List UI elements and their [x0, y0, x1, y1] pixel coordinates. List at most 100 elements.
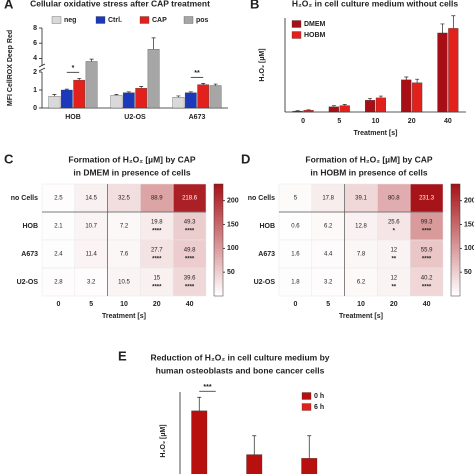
colorbar-step [214, 192, 223, 196]
colorbar-step [451, 200, 460, 204]
cell-value: 88.9 [151, 196, 163, 202]
legend-label: HOBM [304, 32, 326, 39]
colorbar-step [451, 226, 460, 230]
colorbar-tick-label: 200 [464, 198, 474, 205]
heatmap-cell [409, 239, 444, 269]
colorbar-step [214, 223, 223, 227]
cell-value: 80.8 [388, 196, 400, 202]
panel-letter: B [250, 0, 259, 11]
colorbar-step [214, 259, 223, 263]
error-bar [151, 37, 156, 50]
heatmap-cell [107, 183, 141, 213]
cell-value: 27.7 [151, 248, 163, 254]
chart-title: in DMEM in presence of cells [73, 167, 190, 177]
heatmap-cell [140, 211, 174, 241]
colorbar-step [214, 268, 223, 272]
error-bar [197, 396, 202, 411]
bar [147, 49, 160, 109]
bar [292, 110, 303, 113]
bar [301, 458, 318, 474]
cell-value: 10.7 [85, 224, 97, 230]
colorbar-step [451, 214, 460, 218]
colorbar-step [214, 254, 223, 258]
cell-value: 6.2 [324, 224, 333, 230]
error-bar [139, 86, 144, 89]
cell-value: 10.5 [118, 280, 130, 286]
cell-value: 2.8 [54, 280, 63, 286]
heatmap-cell [377, 183, 411, 213]
colorbar-step [214, 209, 223, 213]
colorbar-step [214, 293, 223, 297]
heatmap-cell [377, 211, 411, 241]
colorbar-step [451, 284, 460, 288]
cell-value: 11.4 [86, 252, 98, 258]
bar [448, 28, 459, 113]
colorbar-step [451, 254, 460, 258]
colorbar-step [214, 284, 223, 288]
significance-label: **** [185, 285, 195, 291]
x-tick-label: 40 [186, 301, 194, 308]
heatmap-cell [140, 183, 174, 213]
colorbar-step [451, 212, 460, 216]
colorbar-step [214, 228, 223, 232]
colorbar-tick-label: 50 [227, 269, 235, 276]
cell-value: 25.6 [388, 220, 400, 226]
significance-label: ** [194, 70, 200, 77]
legend-swatch [291, 31, 302, 39]
x-tick-label: 40 [444, 118, 452, 125]
y-tick-label: HOB [259, 223, 275, 230]
cell-value: 1.8 [291, 280, 300, 286]
error-bar [89, 58, 94, 62]
x-tick-label: 5 [337, 118, 341, 125]
legend-label: 6 h [314, 404, 324, 411]
error-bar [415, 78, 420, 83]
colorbar-step [451, 186, 460, 190]
colorbar-step [451, 245, 460, 249]
heatmap-cell [278, 183, 313, 213]
y-axis-label: H₂O₂ [µM] [259, 48, 266, 81]
colorbar-step [451, 265, 460, 269]
cell-value: 2.1 [54, 224, 63, 230]
colorbar-step [451, 276, 460, 280]
cell-value: 3.2 [324, 280, 333, 286]
colorbar-step [451, 220, 460, 224]
significance-label: **** [185, 257, 195, 263]
colorbar-step [214, 270, 223, 274]
error-bar [451, 15, 456, 29]
colorbar-step [451, 262, 460, 266]
significance-label: *** [203, 384, 211, 391]
cell-value: 0.6 [291, 224, 300, 230]
heatmap-cell [172, 211, 207, 241]
heatmap-cell [107, 239, 141, 269]
colorbar-step [451, 279, 460, 283]
cell-value: 49.8 [184, 248, 196, 254]
colorbar-step [214, 195, 223, 199]
colorbar-step [451, 203, 460, 207]
error-bar [213, 83, 218, 86]
panel-letter: D [241, 151, 250, 166]
x-tick-label: 10 [357, 301, 365, 308]
cell-value: 7.6 [120, 252, 129, 258]
heatmap-cell [41, 211, 76, 241]
bar [60, 89, 73, 109]
x-tick-label: U2-OS [124, 114, 146, 121]
heatmap-cell [311, 183, 345, 213]
cell-value: 14.5 [85, 196, 97, 202]
x-tick-label: 20 [408, 118, 416, 125]
colorbar-step [214, 206, 223, 210]
colorbar-step [451, 231, 460, 235]
x-tick-label: 0 [56, 301, 60, 308]
heatmap-cell [344, 211, 378, 241]
bar [412, 82, 423, 113]
error-bar [126, 91, 131, 93]
colorbar-step [214, 237, 223, 241]
error-bar [331, 105, 336, 107]
colorbar-step [214, 245, 223, 249]
chart-title: Cellular oxidative stress after CAP trea… [30, 0, 210, 8]
error-bar [114, 94, 119, 96]
legend-label: CAP [152, 17, 167, 24]
legend-swatch [95, 16, 106, 24]
cell-value: 40.2 [421, 276, 433, 282]
cell-value: 17.8 [322, 196, 334, 202]
colorbar-step [451, 217, 460, 221]
